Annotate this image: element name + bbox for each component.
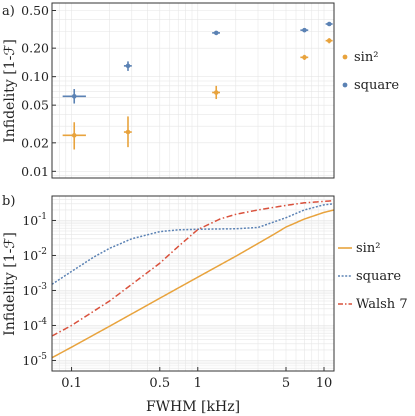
- x-tick-label: 0.1: [61, 376, 82, 391]
- panel-b: b) 10-5 10-4 10-3 10-2 10-1 0.1 0.5 1 5 10 Infid…: [2, 194, 408, 415]
- data-point-sin2: [325, 38, 333, 44]
- data-point-sin2: [123, 116, 132, 148]
- panel-b-y-axis-label: Infidelity [1-ℱ]: [2, 232, 18, 336]
- panel-a-y-tick-label: 0.01: [21, 164, 49, 179]
- legend-label: sin²: [354, 50, 378, 65]
- data-point-sin2: [212, 85, 221, 100]
- legend-label: sin²: [356, 241, 380, 256]
- panel-a-y-tick-label: 0.02: [21, 135, 49, 150]
- legend-label: square: [354, 78, 399, 93]
- panel-a: a) 0.01 0.02 0.05 0.10 0.20 0.50 Infidelity […: [2, 2, 399, 179]
- panel-b-label: b): [2, 194, 15, 209]
- panel-a-y-tick-label: 0.20: [21, 41, 49, 56]
- panel-b-y-tick-label: 10-4: [22, 317, 47, 333]
- panel-b-y-tick-label: 10-3: [22, 282, 47, 298]
- panel-a-y-tick-label: 0.05: [21, 98, 49, 113]
- x-tick-label: 1: [194, 376, 202, 391]
- x-tick-label: 5: [282, 376, 290, 391]
- legend-marker: [342, 54, 348, 60]
- curve-walsh7: [51, 199, 335, 337]
- panel-b-legend: sin² square Walsh 7: [338, 241, 408, 312]
- panel-a-y-tick-label: 0.10: [21, 69, 49, 84]
- legend-label: square: [356, 269, 401, 284]
- panel-a-y-axis-label: Infidelity [1-ℱ]: [2, 39, 18, 143]
- panel-b-grid: [51, 195, 334, 371]
- panel-b-frame: [51, 195, 335, 372]
- data-point-square: [212, 30, 221, 36]
- data-point-square: [123, 61, 132, 71]
- panel-b-data: [51, 199, 335, 359]
- curve-square: [51, 203, 335, 285]
- data-point-sin2: [62, 122, 86, 150]
- x-axis-label: FWHM [kHz]: [146, 399, 240, 415]
- panel-b-y-ticks: 10-5 10-4 10-3 10-2 10-1: [22, 212, 56, 368]
- x-tick-label: 0.5: [149, 376, 170, 391]
- panel-b-y-tick-label: 10-1: [22, 212, 47, 228]
- panel-a-frame: [51, 2, 335, 179]
- panel-a-grid: [51, 3, 334, 178]
- panel-a-label: a): [2, 4, 15, 19]
- panel-b-x-ticks: 0.1 0.5 1 5 10: [61, 367, 332, 391]
- panel-a-data: [62, 21, 333, 150]
- legend-marker: [342, 82, 348, 88]
- data-point-square: [62, 89, 86, 104]
- data-point-sin2: [300, 54, 309, 60]
- panel-a-y-tick-label: 0.50: [21, 3, 49, 18]
- x-tick-label: 10: [316, 376, 333, 391]
- panel-b-y-tick-label: 10-2: [22, 247, 47, 263]
- curve-sin2: [51, 209, 335, 359]
- panel-b-y-tick-label: 10-5: [22, 352, 47, 368]
- data-point-square: [325, 21, 333, 27]
- panel-a-legend: sin² square: [342, 50, 399, 93]
- legend-label: Walsh 7: [356, 297, 408, 312]
- panel-a-y-ticks: 0.01 0.02 0.05 0.10 0.20 0.50: [21, 3, 56, 179]
- data-point-square: [300, 27, 309, 33]
